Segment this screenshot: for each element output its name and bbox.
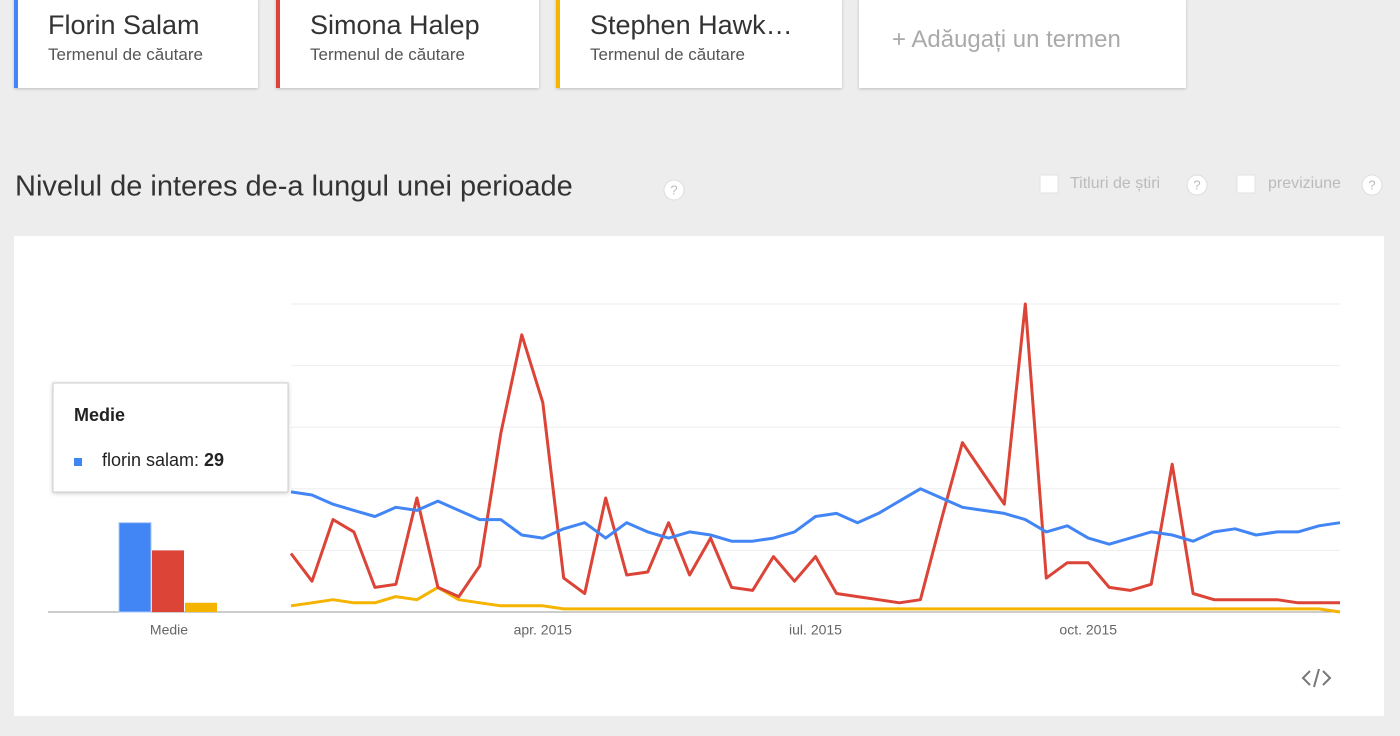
chart-panel: [14, 236, 1384, 716]
help-mark: ?: [1368, 177, 1375, 192]
section-title: Nivelul de interes de-a lungul unei peri…: [15, 171, 573, 203]
help-mark: ?: [670, 182, 677, 197]
term-subtitle: Termenul de căutare: [310, 45, 465, 64]
series-line: [289, 302, 1340, 605]
term-name: Florin Salam: [48, 10, 200, 40]
average-bar: [118, 522, 152, 613]
plot: apr. 2015 iul. 2015 oct. 2015 Medie: [48, 302, 1341, 638]
term-name: Stephen Hawk…: [590, 10, 793, 40]
add-term-card[interactable]: + Adăugați un termen: [859, 0, 1186, 88]
help-mark: ?: [1193, 177, 1200, 192]
embed-icon[interactable]: [1301, 668, 1332, 688]
tooltip-value: 29: [204, 450, 224, 470]
help-circle: [1186, 174, 1208, 196]
option-label: Titluri de știri: [1070, 175, 1160, 192]
help-circle: [1361, 174, 1383, 196]
x-tick-label: oct. 2015: [1059, 622, 1117, 638]
tooltip-swatch: [74, 458, 82, 466]
tooltip-label: florin salam:: [102, 450, 199, 470]
average-bar: [185, 602, 217, 612]
series-line: [290, 487, 1341, 546]
embed-glyph: [1301, 668, 1332, 688]
term-name: Simona Halep: [310, 10, 480, 40]
checkbox[interactable]: [1039, 174, 1059, 194]
term-card[interactable]: Simona Halep Termenul de căutare: [276, 0, 539, 88]
help-icon[interactable]: ?: [1186, 174, 1208, 196]
help-icon[interactable]: ?: [1361, 174, 1383, 196]
term-card[interactable]: Stephen Hawk… Termenul de căutare: [556, 0, 842, 88]
term-subtitle: Termenul de căutare: [48, 45, 203, 64]
tooltip-box: [52, 382, 289, 493]
add-term: + Adăugați un termen: [892, 26, 1121, 53]
tooltip-title: Medie: [74, 405, 125, 425]
tooltip-entry: florin salam: 29: [102, 450, 224, 470]
tooltip: Medie florin salam: 29: [52, 382, 289, 493]
help-circle: [663, 179, 685, 201]
average-label: Medie: [150, 622, 188, 638]
x-tick-label: iul. 2015: [789, 622, 842, 638]
help-icon[interactable]: ?: [663, 179, 685, 201]
checkbox[interactable]: [1236, 174, 1256, 194]
term-card[interactable]: Florin Salam Termenul de căutare: [14, 0, 258, 88]
x-tick-label: apr. 2015: [514, 622, 573, 638]
series-line: [290, 585, 1341, 614]
average-bar: [152, 550, 184, 612]
term-subtitle: Termenul de căutare: [590, 45, 745, 64]
option-label: previziune: [1268, 175, 1341, 192]
